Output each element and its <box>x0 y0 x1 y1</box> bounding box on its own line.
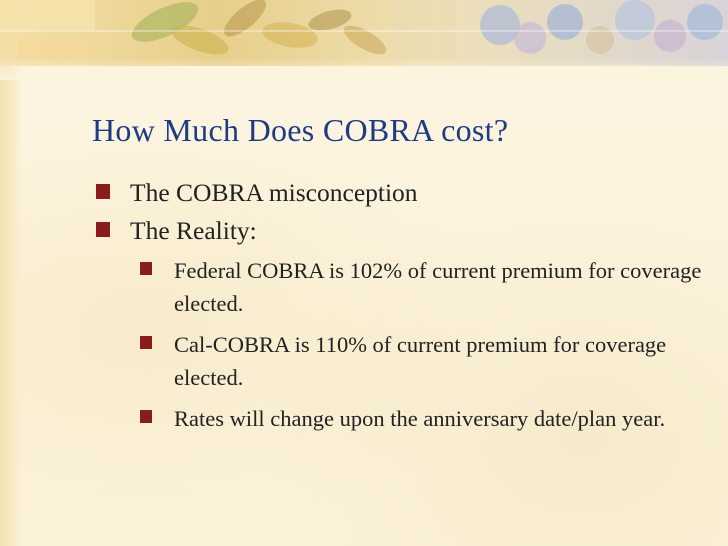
sub-bullet-text: Federal COBRA is 102% of current premium… <box>174 258 702 316</box>
bullet-item: The Reality: <box>96 212 706 250</box>
bullet-list: The COBRA misconception The Reality: Fed… <box>96 174 706 435</box>
sub-bullet-text: Cal-COBRA is 110% of current premium for… <box>174 332 667 390</box>
square-bullet-icon <box>96 222 110 237</box>
square-bullet-icon <box>140 336 152 349</box>
slide-title: How Much Does COBRA cost? <box>92 112 509 148</box>
bullet-text: The Reality: <box>130 216 257 245</box>
left-decorative-strip <box>0 0 22 546</box>
sub-bullet-item: Rates will change upon the anniversary d… <box>140 402 704 435</box>
square-bullet-icon <box>140 410 152 423</box>
sub-bullet-text: Rates will change upon the anniversary d… <box>174 406 666 431</box>
bullet-text: The COBRA misconception <box>130 178 418 207</box>
square-bullet-icon <box>96 184 110 199</box>
sub-bullet-item: Federal COBRA is 102% of current premium… <box>140 254 704 320</box>
bullet-item: The COBRA misconception <box>96 174 706 212</box>
floral-banner-image <box>0 0 728 80</box>
sub-bullet-item: Cal-COBRA is 110% of current premium for… <box>140 328 704 394</box>
square-bullet-icon <box>140 262 152 275</box>
